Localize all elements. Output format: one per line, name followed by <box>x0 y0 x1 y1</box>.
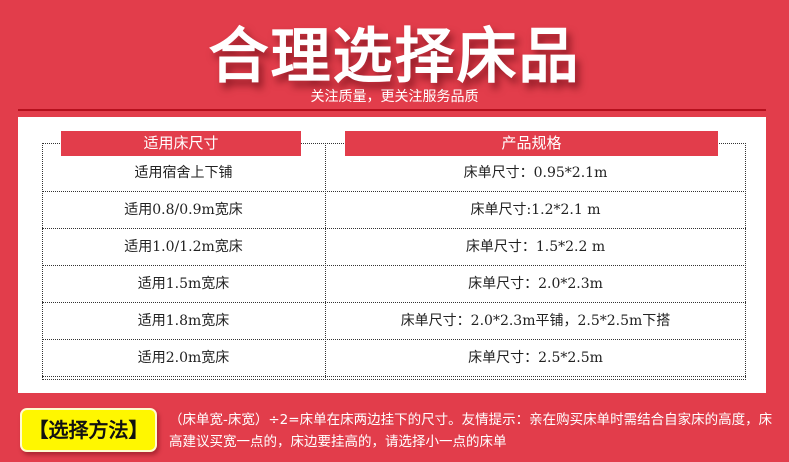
bed-size-cell: 适用0.8/0.9m宽床 <box>124 202 243 218</box>
subtitle: 关注质量，更关注服务品质 <box>310 89 479 105</box>
bed-size-cell: 适用1.0/1.2m宽床 <box>124 239 243 255</box>
divider <box>18 109 766 111</box>
spec-cell: 床单尺寸：2.5*2.5m <box>468 350 603 366</box>
bed-size-cell: 适用1.8m宽床 <box>137 313 230 329</box>
bed-size-cell: 适用2.0m宽床 <box>137 350 230 366</box>
spec-cell: 床单尺寸：2.0*2.3m平铺，2.5*2.5m下搭 <box>400 313 671 329</box>
bed-size-cell: 适用1.5m宽床 <box>137 276 230 292</box>
spec-cell: 床单尺寸：0.95*2.1m <box>463 165 608 181</box>
page-title: 合理选择床品 <box>208 22 581 92</box>
table-row: 适用1.5m宽床 床单尺寸：2.0*2.3m <box>42 266 746 303</box>
spec-cell: 床单尺寸：1.5*2.2 m <box>465 239 606 255</box>
column-divider <box>325 143 326 380</box>
table-row: 适用1.8m宽床 床单尺寸：2.0*2.3m平铺，2.5*2.5m下搭 <box>42 303 746 340</box>
method-label: 【选择方法】 <box>20 408 157 452</box>
spec-cell: 床单尺寸:1.2*2.1 m <box>470 202 601 218</box>
table-row: 适用2.0m宽床 床单尺寸：2.5*2.5m <box>42 340 746 377</box>
header-bed-size: 适用床尺寸 <box>61 131 301 156</box>
table-row: 适用1.0/1.2m宽床 床单尺寸：1.5*2.2 m <box>42 229 746 266</box>
bed-size-cell: 适用宿舍上下铺 <box>134 165 233 181</box>
size-panel <box>18 117 766 393</box>
spec-cell: 床单尺寸：2.0*2.3m <box>468 276 603 292</box>
header-spec: 产品规格 <box>345 131 718 156</box>
table-row: 适用宿舍上下铺 床单尺寸：0.95*2.1m <box>42 155 746 192</box>
method-description: （床单宽-床宽）÷2=床单在床两边挂下的尺寸。友情提示：亲在购买床单时需结合自家… <box>169 412 773 450</box>
table-row: 适用0.8/0.9m宽床 床单尺寸:1.2*2.1 m <box>42 192 746 229</box>
